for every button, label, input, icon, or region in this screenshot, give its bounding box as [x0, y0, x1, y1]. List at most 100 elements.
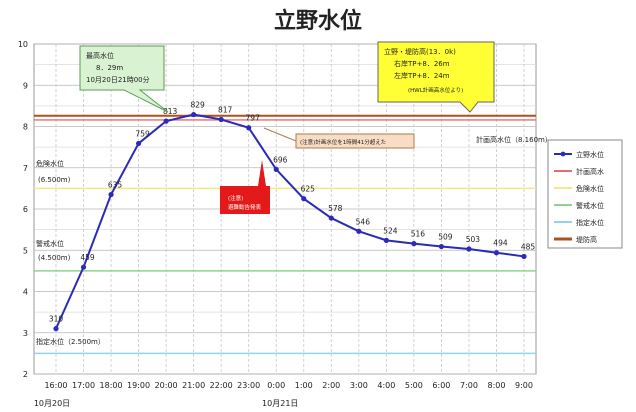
x-axis: 16:00 17:00 18:00 19:00 20:00 21:00 22:00 23:00…: [44, 381, 533, 390]
legend-entry: 警戒水位: [576, 201, 604, 210]
x-tick-label: 7:00: [460, 381, 478, 390]
data-label: 509: [438, 233, 453, 242]
levee-callout-line3: 左岸TP+8．24m: [394, 71, 450, 80]
data-point: [383, 237, 389, 243]
data-label: 516: [411, 230, 426, 239]
evacuation-callout-text: (注意)避難勧告発表: [228, 194, 262, 211]
x-tick-label: 20:00: [155, 381, 178, 390]
levee-callout-line4: (HWL計画高水位より): [408, 86, 463, 94]
x-tick-label: 22:00: [210, 381, 233, 390]
data-label: 578: [328, 204, 343, 213]
y-tick-label: 9: [23, 81, 28, 90]
y-tick-label: 3: [23, 329, 28, 338]
data-label: 494: [493, 239, 508, 248]
level-label-designated: 指定水位（2.500m）: [36, 337, 105, 346]
peak-callout-line3: 10月20日21時00分: [86, 75, 150, 84]
legend-marker: [560, 151, 566, 157]
x-tick-label: 2:00: [322, 381, 340, 390]
legend-entry: 危険水位: [576, 184, 604, 193]
levee-callout: 立野・堤防高(13．0k) 右岸TP+8．26m 左岸TP+8．24m (HWL…: [377, 41, 495, 113]
x-tick-label: 16:00: [44, 381, 67, 390]
data-label: 546: [356, 217, 371, 226]
x-tick-label: 3:00: [350, 381, 368, 390]
level-label-plan-high: 計画高水位（8.160m）: [476, 135, 552, 144]
duration-callout-text: (注意)計画水位を1時間41分超えた: [300, 138, 386, 146]
evacuation-callout-line: (注意): [228, 194, 243, 202]
y-tick-label: 10: [18, 40, 28, 49]
legend-box: [547, 139, 623, 249]
y-tick-label: 2: [23, 370, 28, 379]
y-axis: 2 3 4 5 6 7 8 9 10: [18, 40, 28, 379]
legend-entry: 堤防高: [576, 235, 597, 244]
y-tick-label: 4: [23, 288, 28, 297]
series-line: [55, 113, 525, 330]
data-point: [411, 241, 417, 247]
data-label: 759: [135, 129, 150, 138]
data-point: [328, 215, 334, 221]
data-point: [135, 140, 142, 147]
y-tick-label: 8: [23, 123, 28, 132]
data-label: 503: [466, 235, 481, 244]
data-label: 635: [108, 181, 123, 190]
x-tick-label: 17:00: [72, 381, 95, 390]
data-label: 797: [246, 114, 261, 123]
date-label-oct21: 10月21日: [262, 399, 298, 408]
data-point: [301, 196, 307, 202]
levee-callout-line2: 右岸TP+8．26m: [394, 59, 450, 68]
data-label: 310: [49, 315, 64, 324]
data-labels: 310 459 635 759 813 829 817 797 696 625 578 546 524 5…: [49, 101, 536, 324]
legend-entry: 指定水位: [576, 218, 604, 227]
x-tick-label: 9:00: [515, 381, 533, 390]
data-label: 829: [190, 101, 205, 110]
data-label: 524: [383, 226, 398, 235]
duration-callout: (注意)計画水位を1時間41分超えた: [263, 127, 415, 149]
y-tick-label: 7: [23, 164, 28, 173]
y-tick-label: 6: [23, 205, 28, 214]
x-tick-label: 1:00: [295, 381, 313, 390]
data-point: [521, 253, 527, 260]
legend-entry: 立野水位: [576, 150, 604, 159]
level-label-danger-value: (6.500m): [38, 176, 71, 184]
evacuation-callout: (注意)避難勧告発表: [220, 160, 270, 214]
level-label-danger: 危険水位: [36, 159, 64, 168]
data-label: 696: [273, 155, 288, 164]
x-tick-label: 19:00: [127, 381, 150, 390]
data-point: [53, 326, 59, 332]
peak-callout: 最高水位 8．29m 10月20日21時00分: [79, 45, 169, 113]
x-tick-label: 0:00: [267, 381, 285, 390]
data-point: [273, 166, 279, 172]
data-label: 485: [521, 242, 536, 251]
data-point: [163, 118, 169, 124]
x-tick-label: 8:00: [487, 381, 505, 390]
level-label-warning-value: (4.500m): [38, 254, 71, 262]
x-tick-label: 18:00: [100, 381, 123, 390]
chart-title: 立野水位: [274, 8, 362, 34]
peak-callout-line1: 最高水位: [86, 51, 114, 60]
x-tick-label: 23:00: [237, 381, 260, 390]
series-tateno: [53, 111, 527, 332]
data-point: [108, 191, 114, 198]
legend-entry: 計画高水: [576, 167, 604, 176]
x-tick-label: 5:00: [405, 381, 423, 390]
data-label: 813: [163, 107, 178, 116]
reference-lines: [34, 114, 536, 355]
x-tick-label: 4:00: [377, 381, 395, 390]
date-label-oct20: 10月20日: [34, 399, 70, 408]
data-point: [356, 228, 362, 234]
data-point: [80, 264, 87, 270]
data-label: 625: [301, 185, 316, 194]
x-tick-label: 6:00: [432, 381, 450, 390]
data-point: [191, 111, 197, 118]
data-label: 459: [80, 253, 95, 262]
data-label: 817: [218, 105, 233, 114]
data-point: [246, 125, 252, 131]
peak-callout-line2: 8．29m: [96, 64, 123, 72]
levee-callout-line1: 立野・堤防高(13．0k): [384, 47, 456, 56]
data-point: [438, 243, 445, 250]
data-point: [466, 246, 472, 252]
evacuation-callout-line: 避難勧告発表: [228, 203, 262, 211]
level-label-warning: 警戒水位: [36, 239, 64, 248]
data-point: [218, 116, 224, 123]
